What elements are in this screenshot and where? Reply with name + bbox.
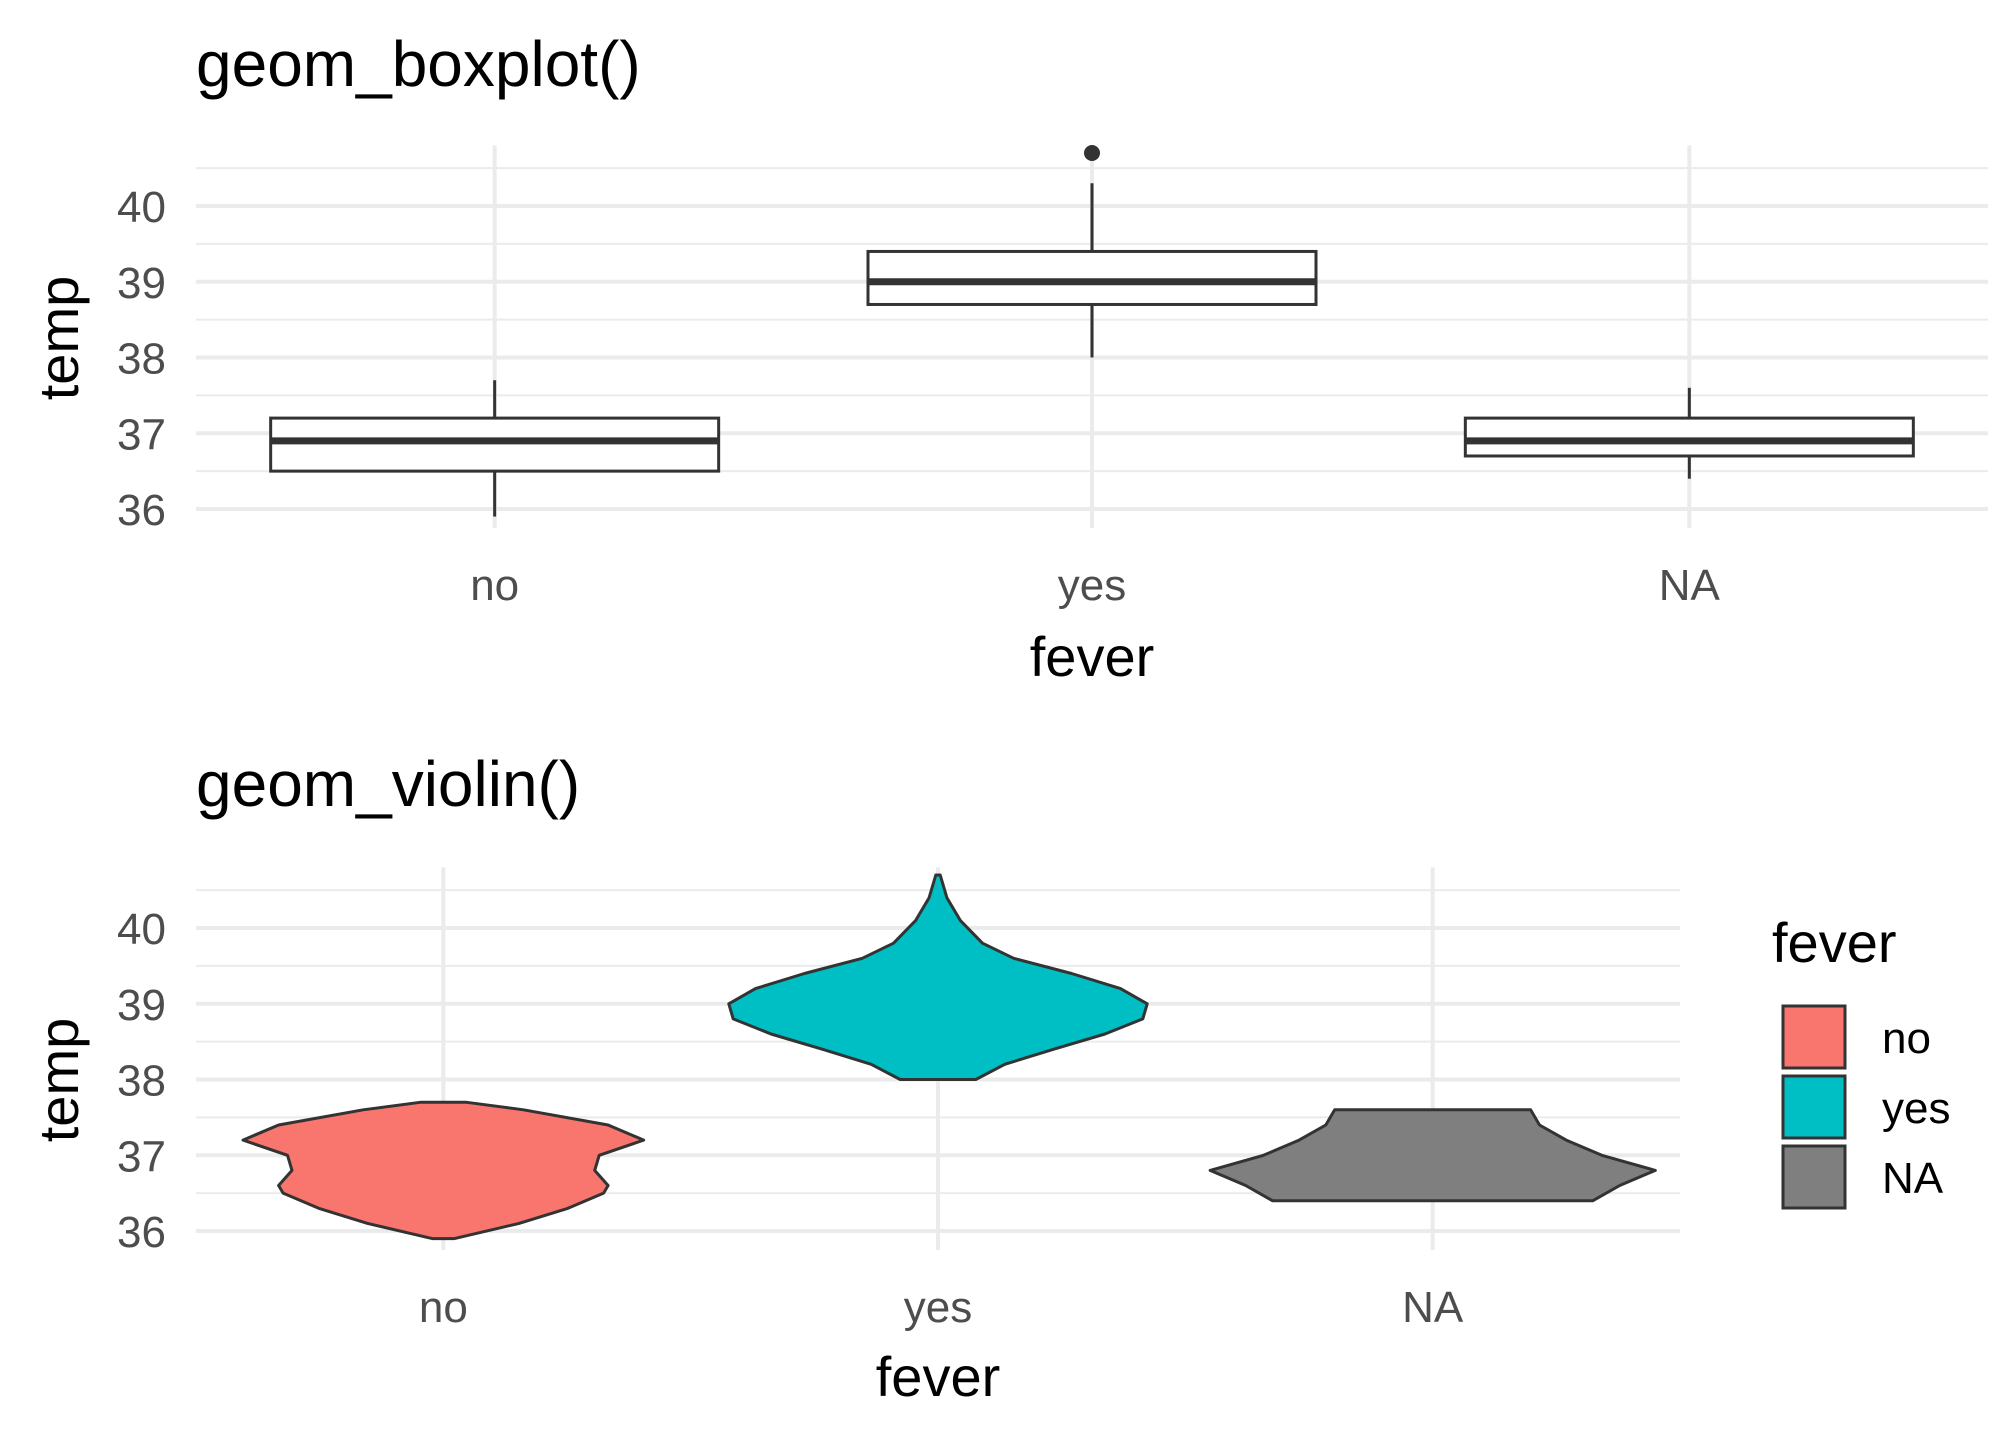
x-tick-label: yes	[904, 1283, 972, 1332]
legend-title: fever	[1772, 911, 1897, 974]
violin-yes	[727, 873, 1149, 1081]
boxplot-y-axis-title: temp	[27, 276, 90, 401]
y-tick-label: 40	[117, 183, 166, 232]
violin-marks	[241, 873, 1657, 1241]
legend-key	[1781, 1144, 1847, 1210]
x-tick-label: yes	[1058, 561, 1126, 610]
legend-item-yes: yes	[1781, 1074, 1950, 1140]
y-tick-label: 36	[117, 486, 166, 535]
legend-item-no: no	[1781, 1004, 1931, 1070]
legend-label: yes	[1882, 1084, 1950, 1133]
violin-NA	[1208, 1108, 1657, 1203]
legend-label: NA	[1882, 1154, 1944, 1203]
y-tick-label: 40	[117, 905, 166, 954]
box-NA	[1463, 387, 1915, 479]
violin-no	[241, 1100, 646, 1241]
boxplot-title: geom_boxplot()	[196, 28, 641, 100]
y-tick-label: 39	[117, 259, 166, 308]
box-body	[866, 249, 1318, 306]
y-tick-label: 36	[117, 1208, 166, 1257]
box-yes	[866, 144, 1318, 358]
box-body	[1463, 416, 1915, 458]
violin-title: geom_violin()	[196, 748, 580, 820]
outlier-point	[1084, 144, 1100, 161]
violin-y-axis-title: temp	[27, 1018, 90, 1143]
y-tick-label: 38	[117, 335, 166, 384]
boxplot-marks	[269, 144, 1915, 517]
box-no	[269, 380, 721, 517]
legend: fever no yes NA	[1772, 911, 1950, 1210]
legend-item-NA: NA	[1781, 1144, 1944, 1210]
y-tick-label: 37	[117, 410, 166, 459]
y-tick-label: 37	[117, 1132, 166, 1181]
legend-key	[1781, 1004, 1847, 1070]
violin-y-tick-labels: 36 37 38 39 40	[117, 905, 166, 1257]
boxplot-x-tick-labels: no yes NA	[470, 561, 1720, 610]
violin-panel: 36 37 38 39 40 no yes NA geom_violin() fever t…	[27, 748, 1950, 1408]
x-tick-label: no	[470, 561, 519, 610]
x-tick-label: NA	[1659, 561, 1721, 610]
boxplot-y-tick-labels: 36 37 38 39 40	[117, 183, 166, 535]
x-tick-label: NA	[1402, 1283, 1464, 1332]
legend-key	[1781, 1074, 1847, 1140]
violin-x-tick-labels: no yes NA	[419, 1283, 1464, 1332]
y-tick-label: 38	[117, 1057, 166, 1106]
legend-items: no yes NA	[1781, 1004, 1950, 1210]
boxplot-x-axis-title: fever	[1030, 625, 1155, 688]
violin-x-axis-title: fever	[876, 1345, 1001, 1408]
x-tick-label: no	[419, 1283, 468, 1332]
y-tick-label: 39	[117, 981, 166, 1030]
box-body	[269, 416, 721, 473]
legend-label: no	[1882, 1014, 1931, 1063]
